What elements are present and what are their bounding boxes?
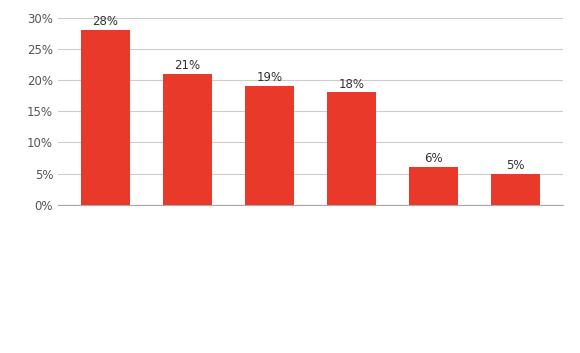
Bar xyxy=(163,74,212,205)
Text: 21%: 21% xyxy=(175,59,201,72)
Text: 28%: 28% xyxy=(93,15,118,28)
Text: 6%: 6% xyxy=(424,152,443,166)
Text: 19%: 19% xyxy=(256,71,282,84)
Text: 5%: 5% xyxy=(506,159,524,172)
Text: 18%: 18% xyxy=(338,78,364,91)
Bar xyxy=(408,167,458,205)
Bar xyxy=(245,86,294,205)
Bar xyxy=(491,174,539,205)
Bar xyxy=(327,92,376,205)
Bar xyxy=(81,30,130,205)
